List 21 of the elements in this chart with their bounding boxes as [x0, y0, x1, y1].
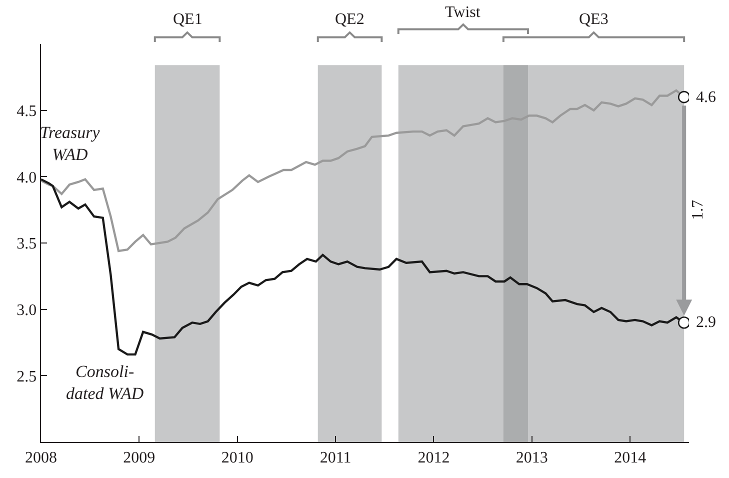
- band-label: Twist: [445, 4, 481, 21]
- y-tick-label: 3.5: [16, 236, 37, 253]
- x-tick-label: 2013: [516, 449, 548, 466]
- band-label: QE3: [579, 11, 608, 28]
- y-tick-label: 2.5: [16, 368, 37, 386]
- x-tick-label: 2011: [320, 449, 352, 466]
- band-label: QE2: [335, 11, 364, 28]
- series-label: Treasury WAD: [40, 123, 100, 164]
- y-tick-label: 4.0: [16, 169, 37, 186]
- y-tick-label: 3.0: [16, 302, 37, 319]
- x-tick-label: 2014: [614, 449, 646, 466]
- text: 1.7: [689, 200, 706, 220]
- annotation: 2.9: [696, 314, 716, 331]
- y-tick-label: 4.5: [16, 102, 37, 120]
- x-tick-label: 2009: [123, 449, 156, 466]
- x-tick-label: 2008: [25, 449, 57, 466]
- x-tick-label: 2012: [418, 449, 450, 466]
- series-label: Consoli- dated WAD: [66, 362, 144, 404]
- x-tick-label: 2010: [221, 449, 254, 466]
- band-label: QE1: [173, 11, 202, 28]
- annotation: 4.6: [696, 89, 716, 106]
